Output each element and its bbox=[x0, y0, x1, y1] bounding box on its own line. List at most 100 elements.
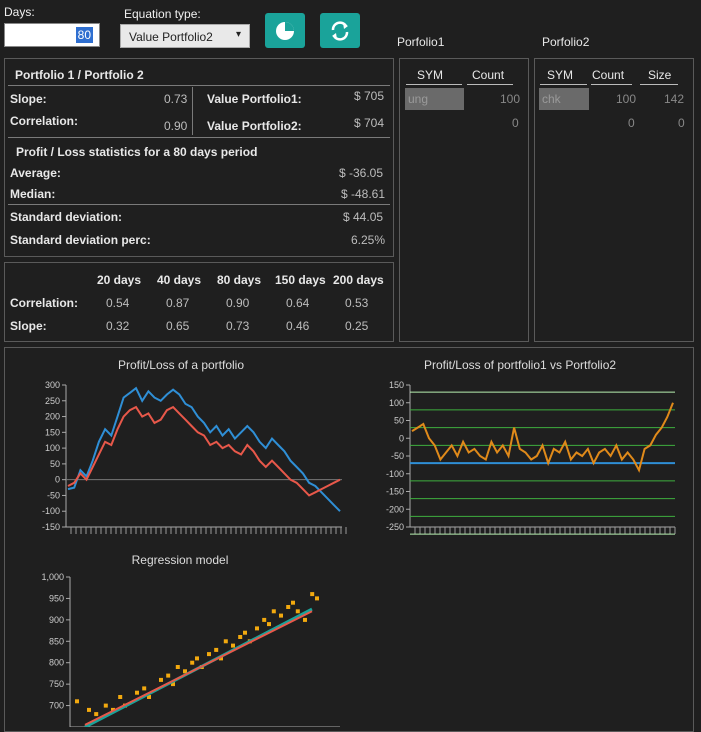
p2-count: 100 bbox=[616, 92, 637, 106]
scatter-point bbox=[214, 647, 219, 652]
scatter-point bbox=[190, 660, 195, 665]
chart2-title: Profit/Loss of portfolio1 vs Portfolio2 bbox=[424, 358, 616, 372]
period-cell: 0.53 bbox=[345, 296, 369, 310]
value-p2-label: Value Portfolio2: bbox=[207, 119, 302, 133]
scatter-point bbox=[219, 656, 223, 661]
slope-value: 0.73 bbox=[164, 92, 188, 106]
y-tick-label: 100 bbox=[389, 398, 404, 408]
y-tick-label: 700 bbox=[49, 701, 64, 711]
series-line-orange bbox=[411, 402, 674, 473]
median-label: Median: bbox=[10, 187, 56, 201]
p1-row-selected[interactable]: ung bbox=[405, 88, 464, 110]
y-tick-label: 950 bbox=[49, 593, 64, 603]
value-p1: $ 705 bbox=[354, 89, 385, 103]
value-p2: $ 704 bbox=[354, 116, 385, 130]
period-cell: 0.73 bbox=[226, 319, 250, 333]
y-tick-label: 0 bbox=[399, 433, 404, 443]
y-tick-label: -250 bbox=[386, 522, 404, 532]
stats-header: Portfolio 1 / Portfolio 2 bbox=[15, 68, 144, 82]
refresh-button[interactable] bbox=[320, 13, 360, 48]
average-label: Average: bbox=[10, 166, 61, 180]
scatter-point bbox=[231, 643, 235, 648]
y-tick-label: 800 bbox=[49, 658, 64, 668]
series-line-blue bbox=[67, 386, 341, 512]
scatter-point bbox=[166, 673, 171, 678]
scatter-point bbox=[75, 699, 79, 704]
y-tick-label: 850 bbox=[49, 636, 64, 646]
days-label: Days: bbox=[4, 5, 35, 19]
y-tick-label: -150 bbox=[42, 522, 60, 532]
days-input[interactable]: 80 bbox=[4, 23, 100, 47]
chevron-down-icon: ▾ bbox=[235, 29, 241, 40]
p2-size: 0 bbox=[678, 116, 685, 130]
y-tick-label: 250 bbox=[45, 396, 60, 406]
scatter-point bbox=[295, 609, 300, 614]
equation-type-label: Equation type: bbox=[124, 7, 201, 21]
stats-panel bbox=[4, 58, 394, 257]
stdp-value: 6.25% bbox=[351, 233, 386, 247]
p1-count: 100 bbox=[500, 92, 521, 106]
scatter-point bbox=[183, 669, 187, 674]
chart3-title: Regression model bbox=[132, 553, 229, 567]
correlation-value: 0.90 bbox=[164, 119, 188, 133]
scatter-point bbox=[303, 617, 307, 622]
std-label: Standard deviation: bbox=[10, 210, 123, 224]
y-tick-label: 0 bbox=[55, 475, 60, 485]
scatter-point bbox=[315, 596, 319, 601]
y-tick-label: -50 bbox=[391, 451, 404, 461]
y-tick-label: -150 bbox=[386, 487, 404, 497]
scatter-point bbox=[279, 613, 283, 618]
pie-chart-icon bbox=[276, 21, 294, 40]
scatter-point bbox=[147, 695, 151, 699]
period-header: 80 days bbox=[217, 273, 262, 287]
y-tick-label: 150 bbox=[389, 380, 404, 390]
scatter-point bbox=[142, 686, 147, 691]
p2-header-count: Count bbox=[592, 68, 625, 82]
stdp-label: Standard deviation perc: bbox=[10, 233, 151, 247]
period-table bbox=[4, 262, 394, 342]
scatter-point bbox=[87, 707, 91, 712]
y-tick-label: 100 bbox=[45, 443, 60, 453]
p1-sym: ung bbox=[408, 92, 429, 106]
p2-header-size: Size bbox=[648, 68, 672, 82]
period-row-label: Slope: bbox=[10, 319, 47, 333]
y-tick-label: 900 bbox=[49, 615, 64, 625]
y-tick-label: 200 bbox=[45, 412, 60, 422]
y-tick-label: -200 bbox=[386, 504, 404, 514]
average-value: $ -36.05 bbox=[339, 166, 384, 180]
period-header: 40 days bbox=[157, 273, 202, 287]
days-value: 80 bbox=[75, 27, 93, 43]
scatter-point bbox=[262, 617, 267, 622]
equation-type-value: Value Portfolio2 bbox=[129, 30, 213, 44]
y-tick-label: 50 bbox=[394, 416, 404, 426]
scatter-point bbox=[267, 622, 271, 627]
p2-row-selected[interactable]: chk bbox=[539, 88, 589, 110]
portfolio1-title: Porfolio1 bbox=[397, 35, 445, 49]
period-cell: 0.64 bbox=[286, 296, 310, 310]
period-cell: 0.32 bbox=[106, 319, 130, 333]
pie-chart-button[interactable] bbox=[265, 13, 305, 48]
p2-size: 142 bbox=[664, 92, 685, 106]
chart2: 150 100 50 0 -50 -100 -150 -200 -250 bbox=[386, 380, 676, 535]
p1-header-sym: SYM bbox=[417, 68, 444, 82]
y-tick-label: 150 bbox=[45, 427, 60, 437]
period-header: 200 days bbox=[333, 273, 384, 287]
std-value: $ 44.05 bbox=[343, 210, 384, 224]
chart1-title: Profit/Loss of a portfolio bbox=[118, 358, 244, 372]
y-tick-label: -100 bbox=[386, 469, 404, 479]
equation-type-select[interactable]: Value Portfolio2 ▾ bbox=[120, 24, 250, 48]
scatter-point bbox=[207, 652, 211, 657]
y-tick-label: -100 bbox=[42, 506, 60, 516]
y-tick-label: 1,000 bbox=[41, 572, 64, 582]
scatter-point bbox=[310, 592, 315, 597]
period-cell: 0.25 bbox=[345, 319, 369, 333]
period-header: 20 days bbox=[97, 273, 142, 287]
portfolio2-title: Porfolio2 bbox=[542, 35, 590, 49]
regression-line bbox=[84, 610, 313, 726]
scatter-point bbox=[271, 609, 276, 614]
scatter-point bbox=[175, 665, 180, 669]
period-cell: 0.65 bbox=[166, 319, 190, 333]
scatter-point bbox=[286, 605, 291, 609]
scatter-point bbox=[255, 626, 259, 631]
scatter-point bbox=[291, 600, 295, 605]
